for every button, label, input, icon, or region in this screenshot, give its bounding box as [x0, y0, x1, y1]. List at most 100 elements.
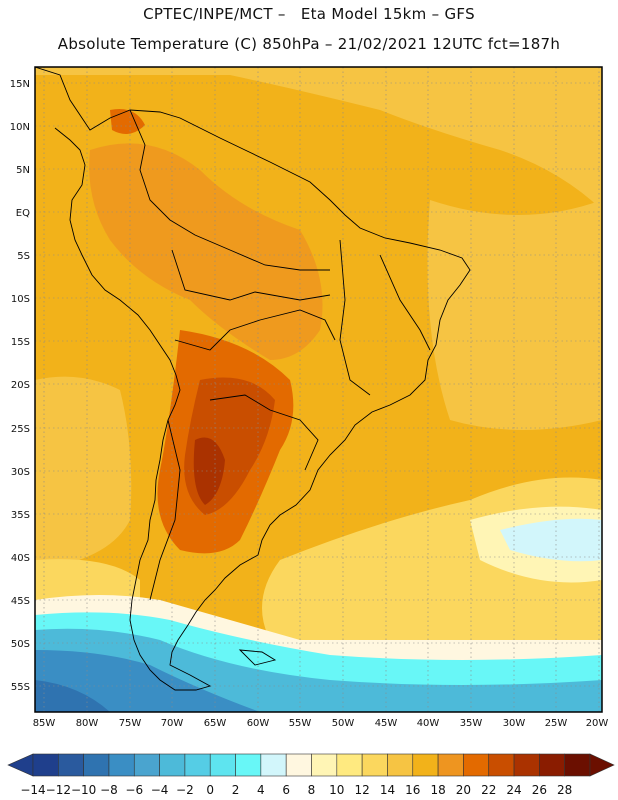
colorbar-swatch — [108, 753, 135, 777]
lon-label: 80W — [76, 718, 99, 729]
colorbar-swatch — [463, 753, 490, 777]
temperature-field — [35, 67, 602, 712]
lon-label: 65W — [204, 718, 227, 729]
colorbar-swatch — [83, 753, 110, 777]
border-paraguay — [209, 394, 319, 471]
colorbar-swatch — [209, 753, 236, 777]
colorbar-label: −12 — [46, 783, 71, 797]
field-cyan-patch — [500, 518, 602, 562]
colorbar-label: 4 — [257, 783, 265, 797]
colorbar-label: 12 — [354, 783, 369, 797]
colorbar-swatch — [235, 753, 262, 777]
colorbar-swatch — [412, 753, 439, 777]
colorbar-swatch — [539, 753, 565, 777]
colorbar-swatch — [437, 753, 464, 777]
title-line-1: CPTEC/INPE/MCT – Eta Model 15km – GFS — [143, 5, 475, 23]
colorbar-swatch — [387, 753, 414, 777]
colorbar-swatch — [513, 753, 540, 777]
lon-label: 50W — [332, 718, 355, 729]
lon-label: 70W — [161, 718, 184, 729]
lon-label: 45W — [375, 718, 398, 729]
colorbar-label: 28 — [557, 783, 572, 797]
border-peru-brazil — [171, 249, 331, 301]
lon-label: 55W — [289, 718, 312, 729]
lat-label: 45S — [11, 596, 30, 607]
colorbar-swatch — [311, 753, 338, 777]
colorbar-swatch — [260, 753, 287, 777]
colorbar-label: −4 — [151, 783, 169, 797]
lon-label: 60W — [247, 718, 270, 729]
lat-label: 10N — [10, 122, 30, 133]
colorbar-label: 14 — [380, 783, 395, 797]
lon-label: 25W — [545, 718, 568, 729]
field-chaco-hottest — [193, 437, 225, 505]
colorbar-label: 10 — [329, 783, 344, 797]
lon-label: 20W — [586, 718, 609, 729]
gridlines — [35, 67, 602, 712]
colorbar-label: 26 — [532, 783, 547, 797]
colorbar-arrow-high — [589, 753, 615, 777]
lat-label: 55S — [11, 682, 30, 693]
title-line-2: Absolute Temperature (C) 850hPa – 21/02/… — [57, 35, 561, 53]
map-frame — [34, 66, 603, 713]
lat-label: 30S — [11, 467, 30, 478]
colorbar-swatch — [336, 753, 363, 777]
lat-label: 15N — [10, 79, 30, 90]
border-bolivia — [174, 309, 336, 351]
lat-label: 25S — [11, 424, 30, 435]
lat-label: 15S — [11, 337, 30, 348]
lon-label: 40W — [417, 718, 440, 729]
colorbar-swatch — [58, 753, 84, 777]
colorbar-label: 0 — [206, 783, 214, 797]
colorbar-label: 6 — [282, 783, 290, 797]
field-pacific-yellow — [35, 376, 132, 570]
colorbar-swatch — [184, 753, 211, 777]
lat-label: 50S — [11, 639, 30, 650]
border-brazil-states-2 — [379, 254, 431, 351]
colorbar-swatch — [285, 753, 312, 777]
colorbar-label: 22 — [481, 783, 496, 797]
falklands — [238, 649, 277, 666]
lon-label: 30W — [503, 718, 526, 729]
lon-label: 75W — [119, 718, 142, 729]
colorbar-label: 2 — [232, 783, 240, 797]
lat-label: 35S — [11, 510, 30, 521]
border-chile-argentina — [149, 419, 181, 601]
colorbar-label: −8 — [100, 783, 118, 797]
field-cold-4 — [35, 680, 110, 712]
lon-label: 85W — [33, 718, 56, 729]
colorbar-label: 8 — [308, 783, 316, 797]
colorbar-swatch — [488, 753, 515, 777]
field-amazon-orange — [89, 143, 323, 360]
lat-label: 20S — [11, 380, 30, 391]
colorbar-swatch — [564, 753, 591, 777]
colorbar-swatch — [133, 753, 160, 777]
field-venezuela-warm — [110, 109, 145, 134]
lat-label: EQ — [16, 208, 30, 219]
lat-label: 40S — [11, 553, 30, 564]
colorbar-label: −14 — [20, 783, 45, 797]
field-atlantic-yellow — [427, 200, 602, 430]
border-brazil-states — [339, 239, 371, 396]
lat-label: 10S — [11, 294, 30, 305]
lat-labels: 15N 10N 5N EQ 5S 10S 15S 20S 25S 30S 35S… — [10, 79, 30, 693]
colorbar: −14 −12 −10 −8 −6 −4 −2 0 2 4 6 8 10 12 14 16 18 20 22 24 26… — [7, 753, 615, 797]
lon-labels: 85W 80W 75W 70W 65W 60W 55W 50W 45W 40W … — [33, 718, 609, 729]
colorbar-swatch — [361, 753, 388, 777]
border-north — [129, 109, 330, 271]
lat-label: 5N — [16, 165, 30, 176]
colorbar-swatch — [32, 753, 59, 777]
colorbar-label: −6 — [125, 783, 143, 797]
colorbar-label: 24 — [506, 783, 521, 797]
south-america-coast — [35, 67, 471, 691]
colorbar-label: −2 — [176, 783, 194, 797]
lat-label: 5S — [17, 251, 30, 262]
colorbar-arrow-low — [7, 753, 34, 777]
field-north-yellow — [35, 67, 602, 210]
colorbar-label: 20 — [456, 783, 471, 797]
colorbar-swatch — [159, 753, 186, 777]
colorbar-label: −10 — [71, 783, 96, 797]
field-cold-3 — [35, 650, 260, 712]
coastlines-borders — [35, 67, 471, 691]
